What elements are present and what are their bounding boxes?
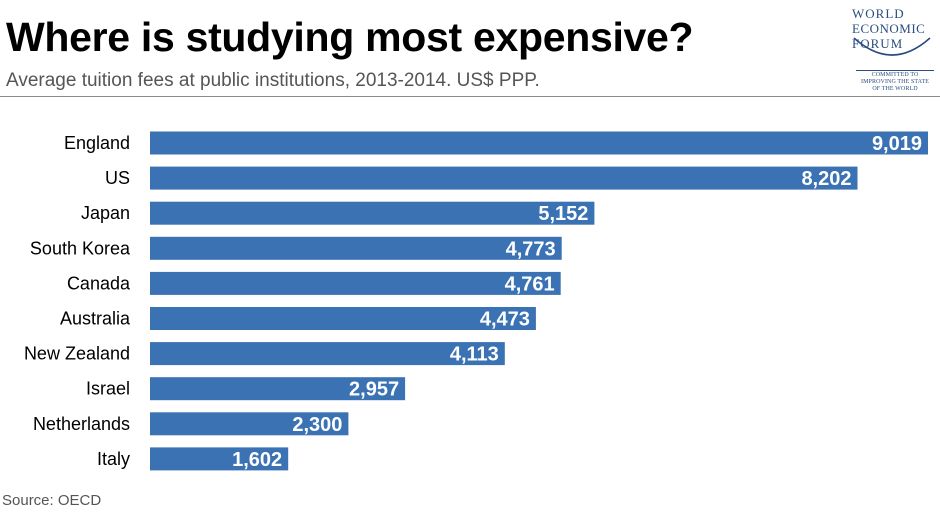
source-note: Source: OECD	[2, 492, 102, 509]
logo-tagline-1: COMMITTED TO	[871, 72, 919, 78]
chart-title: Where is studying most expensive?	[6, 14, 694, 60]
value-label-italy: 1,602	[232, 449, 282, 471]
value-label-netherlands: 2,300	[292, 414, 342, 436]
category-label-new-zealand: New Zealand	[24, 344, 130, 364]
category-label-netherlands: Netherlands	[33, 414, 130, 434]
chart-subtitle: Average tuition fees at public instituti…	[6, 70, 540, 91]
bar-israel	[150, 377, 406, 401]
value-label-canada: 4,761	[505, 273, 555, 295]
category-label-south-korea: South Korea	[30, 238, 131, 258]
bar-new-zealand	[150, 342, 505, 366]
header-divider	[0, 96, 940, 97]
bar-japan	[150, 201, 595, 225]
logo-text-forum: FORUM	[852, 36, 904, 51]
logo-tagline-2: IMPROVING THE STATE	[861, 79, 929, 85]
value-label-south-korea: 4,773	[506, 238, 556, 260]
value-label-japan: 5,152	[538, 203, 588, 225]
bar-australia	[150, 307, 536, 330]
logo-text-world: WORLD	[852, 6, 905, 21]
logo-tagline-3: OF THE WORLD	[872, 86, 918, 92]
bar-south-korea	[150, 236, 562, 260]
category-label-israel: Israel	[86, 379, 130, 399]
value-label-australia: 4,473	[480, 309, 530, 331]
category-label-italy: Italy	[97, 449, 130, 469]
category-label-australia: Australia	[60, 309, 131, 329]
category-label-us: US	[105, 168, 130, 188]
category-label-canada: Canada	[67, 273, 131, 293]
bar-us	[150, 166, 858, 190]
value-label-us: 8,202	[801, 168, 851, 190]
wef-logo: WORLD ECONOMIC FORUM COMMITTED TO IMPROV…	[848, 4, 936, 92]
bar-netherlands	[150, 412, 349, 436]
bar-italy	[150, 447, 289, 471]
bar-canada	[150, 271, 561, 295]
bar-england	[150, 131, 928, 155]
category-label-japan: Japan	[81, 203, 130, 223]
value-label-israel: 2,957	[349, 379, 399, 401]
value-label-england: 9,019	[872, 133, 922, 155]
category-label-england: England	[64, 133, 130, 153]
value-label-new-zealand: 4,113	[450, 344, 499, 366]
logo-text-economic: ECONOMIC	[852, 21, 926, 36]
wef-arc-icon	[853, 37, 931, 56]
logo-divider	[856, 70, 934, 71]
